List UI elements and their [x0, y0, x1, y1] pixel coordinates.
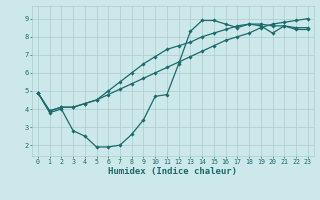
- X-axis label: Humidex (Indice chaleur): Humidex (Indice chaleur): [108, 167, 237, 176]
